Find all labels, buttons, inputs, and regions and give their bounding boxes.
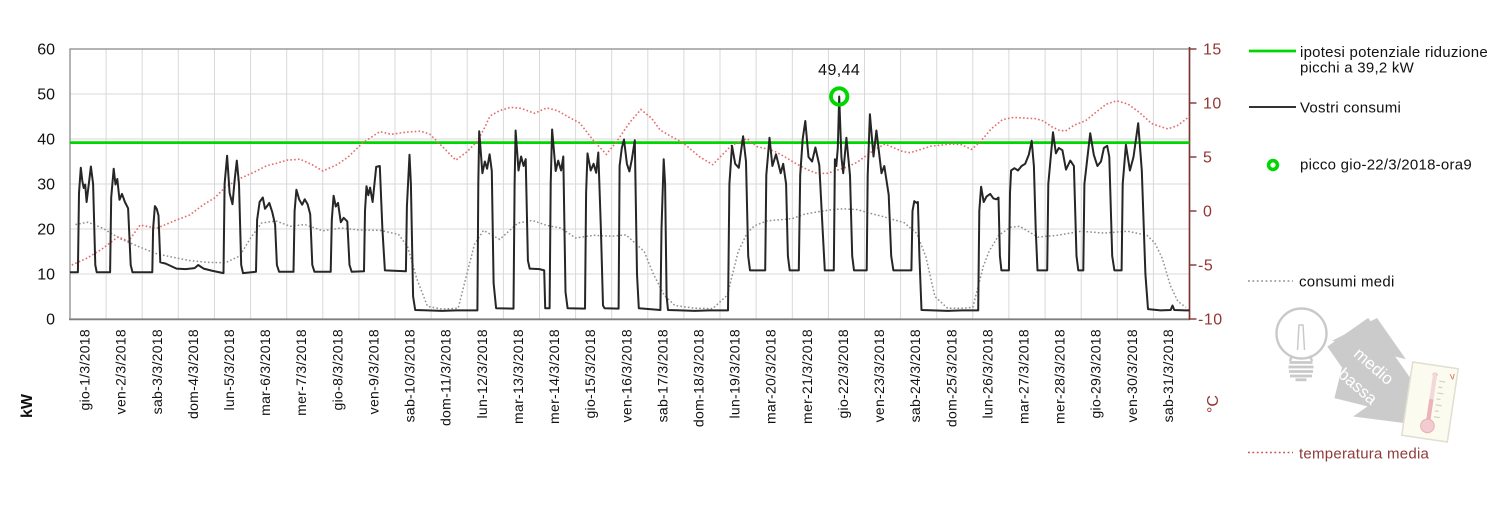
svg-text:sab-3/3/2018: sab-3/3/2018 [149, 329, 165, 414]
svg-text:sab-31/3/2018: sab-31/3/2018 [1160, 329, 1176, 422]
svg-text:mar-20/3/2018: mar-20/3/2018 [763, 329, 779, 424]
svg-text:v: v [1449, 371, 1455, 382]
svg-text:dom-18/3/2018: dom-18/3/2018 [691, 329, 707, 427]
svg-text:kW: kW [19, 393, 36, 418]
svg-text:mer-21/3/2018: mer-21/3/2018 [799, 329, 815, 424]
svg-text:picco gio-22/3/2018-ora9: picco gio-22/3/2018-ora9 [1300, 156, 1472, 173]
svg-text:lun-12/3/2018: lun-12/3/2018 [474, 329, 490, 419]
svg-text:10: 10 [37, 267, 55, 284]
svg-text:10: 10 [1203, 96, 1222, 113]
svg-text:gio-15/3/2018: gio-15/3/2018 [582, 329, 598, 419]
svg-text:0: 0 [1203, 204, 1212, 221]
svg-text:gio-1/3/2018: gio-1/3/2018 [77, 329, 93, 410]
svg-text:lun-26/3/2018: lun-26/3/2018 [979, 329, 995, 419]
svg-text:ven-30/3/2018: ven-30/3/2018 [1124, 329, 1140, 422]
svg-text:5: 5 [1203, 150, 1212, 167]
svg-text:mer-28/3/2018: mer-28/3/2018 [1052, 329, 1068, 424]
svg-text:consumi medi: consumi medi [1299, 273, 1395, 290]
svg-text:60: 60 [37, 42, 55, 59]
svg-text:lun-5/3/2018: lun-5/3/2018 [221, 329, 237, 410]
svg-text:Vostri consumi: Vostri consumi [1300, 99, 1401, 116]
svg-text:50: 50 [37, 87, 55, 104]
svg-text:mar-27/3/2018: mar-27/3/2018 [1016, 329, 1032, 424]
svg-text:lun-19/3/2018: lun-19/3/2018 [727, 329, 743, 419]
svg-text:-10: -10 [1198, 312, 1223, 329]
svg-text:49,44: 49,44 [818, 62, 860, 79]
svg-text:mar-6/3/2018: mar-6/3/2018 [257, 329, 273, 416]
svg-text:°C: °C [1205, 395, 1222, 413]
svg-text:-5: -5 [1198, 258, 1213, 275]
svg-text:dom-4/3/2018: dom-4/3/2018 [185, 329, 201, 419]
svg-text:sab-17/3/2018: sab-17/3/2018 [654, 329, 670, 422]
svg-text:mer-14/3/2018: mer-14/3/2018 [546, 329, 562, 424]
svg-text:picchi a 39,2 kW: picchi a 39,2 kW [1300, 59, 1415, 76]
svg-text:dom-11/3/2018: dom-11/3/2018 [438, 329, 454, 426]
svg-text:ven-9/3/2018: ven-9/3/2018 [366, 329, 382, 414]
svg-text:sab-24/3/2018: sab-24/3/2018 [907, 329, 923, 422]
svg-text:0: 0 [46, 312, 55, 329]
svg-text:ipotesi potenziale riduzione: ipotesi potenziale riduzione [1300, 44, 1488, 61]
svg-text:15: 15 [1203, 42, 1222, 59]
svg-text:sab-10/3/2018: sab-10/3/2018 [402, 329, 418, 422]
svg-text:gio-22/3/2018: gio-22/3/2018 [835, 329, 851, 419]
svg-text:mer-7/3/2018: mer-7/3/2018 [293, 329, 309, 416]
svg-text:40: 40 [37, 132, 55, 149]
svg-text:temperatura media: temperatura media [1299, 445, 1430, 462]
svg-text:mar-13/3/2018: mar-13/3/2018 [510, 329, 526, 424]
svg-text:ven-2/3/2018: ven-2/3/2018 [113, 329, 129, 414]
svg-text:20: 20 [37, 222, 55, 239]
svg-text:gio-8/3/2018: gio-8/3/2018 [329, 329, 345, 410]
svg-text:dom-25/3/2018: dom-25/3/2018 [943, 329, 959, 427]
svg-text:gio-29/3/2018: gio-29/3/2018 [1088, 329, 1104, 419]
svg-text:ven-16/3/2018: ven-16/3/2018 [618, 329, 634, 422]
svg-text:30: 30 [37, 177, 55, 194]
svg-text:ven-23/3/2018: ven-23/3/2018 [871, 329, 887, 422]
